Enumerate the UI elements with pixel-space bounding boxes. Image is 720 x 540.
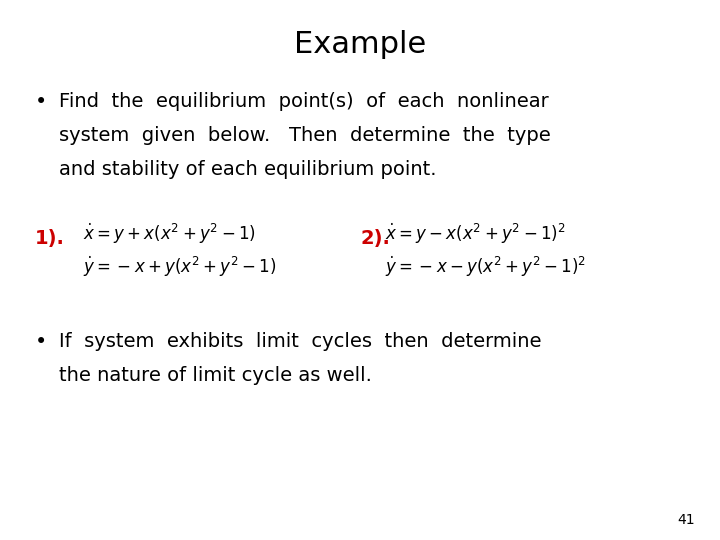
Text: $\dot{y} = -x + y(x^2 + y^2 - 1)$: $\dot{y} = -x + y(x^2 + y^2 - 1)$: [83, 255, 276, 279]
Text: the nature of limit cycle as well.: the nature of limit cycle as well.: [59, 366, 372, 385]
Text: •: •: [35, 92, 47, 112]
Text: system  given  below.   Then  determine  the  type: system given below. Then determine the t…: [59, 126, 551, 145]
Text: $\dot{x} = y + x(x^2 + y^2 - 1)$: $\dot{x} = y + x(x^2 + y^2 - 1)$: [83, 221, 256, 246]
Text: Find  the  equilibrium  point(s)  of  each  nonlinear: Find the equilibrium point(s) of each no…: [59, 92, 549, 111]
Text: $\dot{x} = y - x(x^2 + y^2 - 1)^2$: $\dot{x} = y - x(x^2 + y^2 - 1)^2$: [385, 221, 566, 246]
Text: 2).: 2).: [360, 229, 390, 248]
Text: $\dot{y} = -x - y(x^2 + y^2 - 1)^2$: $\dot{y} = -x - y(x^2 + y^2 - 1)^2$: [385, 255, 586, 279]
Text: If  system  exhibits  limit  cycles  then  determine: If system exhibits limit cycles then det…: [59, 332, 541, 351]
Text: 1).: 1).: [35, 229, 64, 248]
Text: 41: 41: [678, 512, 695, 526]
Text: Example: Example: [294, 30, 426, 59]
Text: •: •: [35, 332, 47, 352]
Text: and stability of each equilibrium point.: and stability of each equilibrium point.: [59, 160, 436, 179]
